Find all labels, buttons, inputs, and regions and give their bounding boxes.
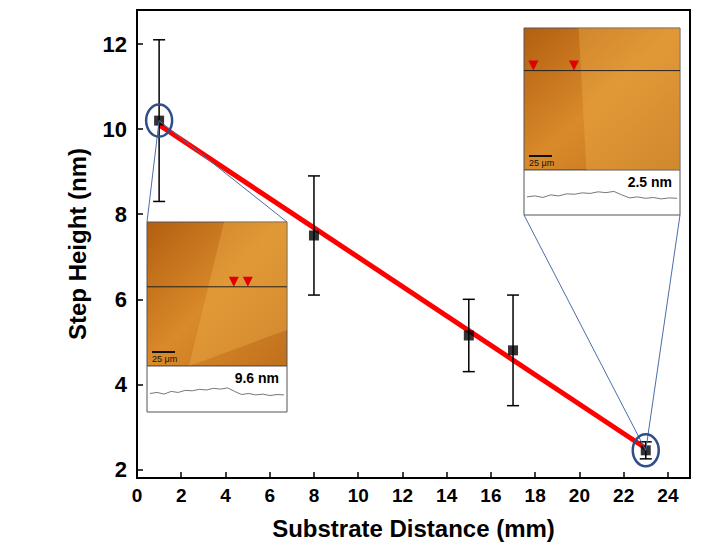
svg-text:8: 8: [309, 485, 320, 506]
svg-text:Substrate Distance (mm): Substrate Distance (mm): [272, 515, 555, 542]
svg-text:20: 20: [569, 485, 590, 506]
svg-text:6: 6: [115, 287, 127, 312]
svg-text:2: 2: [176, 485, 187, 506]
svg-text:10: 10: [103, 117, 127, 142]
svg-text:0: 0: [132, 485, 143, 506]
svg-text:6: 6: [264, 485, 275, 506]
svg-text:4: 4: [220, 485, 231, 506]
svg-text:12: 12: [103, 32, 127, 57]
svg-text:9.6 nm: 9.6 nm: [235, 370, 279, 386]
svg-text:4: 4: [115, 372, 128, 397]
svg-text:10: 10: [348, 485, 369, 506]
svg-text:25 μm: 25 μm: [152, 354, 177, 364]
svg-text:16: 16: [480, 485, 501, 506]
svg-text:8: 8: [115, 202, 127, 227]
svg-text:14: 14: [436, 485, 458, 506]
svg-text:2.5 nm: 2.5 nm: [628, 174, 672, 190]
svg-text:22: 22: [613, 485, 634, 506]
svg-text:18: 18: [525, 485, 546, 506]
svg-text:24: 24: [657, 485, 679, 506]
svg-text:Step Height (nm): Step Height (nm): [64, 148, 91, 340]
svg-text:2: 2: [115, 457, 127, 482]
svg-text:25 μm: 25 μm: [529, 158, 554, 168]
svg-text:12: 12: [392, 485, 413, 506]
